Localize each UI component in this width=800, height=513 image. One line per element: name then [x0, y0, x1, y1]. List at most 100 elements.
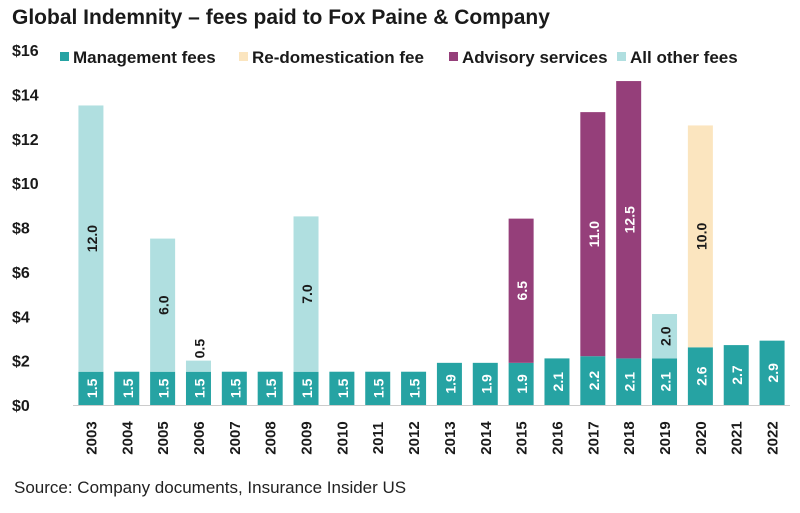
bar-value-label: 1.9: [442, 374, 458, 394]
bar-value-label: 1.5: [407, 378, 423, 398]
y-tick-label: $0: [12, 398, 30, 415]
bar-value-label: 1.9: [514, 374, 530, 394]
bar-value-label: 10.0: [693, 223, 709, 250]
bar-value-label: 2.7: [729, 365, 745, 385]
bar-segment-management-fees-2008: [257, 371, 283, 405]
x-tick-label-2013: 2013: [442, 421, 459, 454]
bar-value-label: 2.1: [622, 372, 638, 392]
bar-segment-management-fees-2019: [652, 358, 678, 405]
x-tick-label-2006: 2006: [191, 421, 208, 454]
x-tick-label-2007: 2007: [227, 421, 244, 454]
y-tick-label: $10: [12, 176, 39, 193]
y-tick-label: $14: [12, 87, 39, 104]
bar-value-label: 2.6: [693, 366, 709, 386]
bar-segment-all-other-fees-2005: [150, 238, 176, 372]
bar-value-label: 1.5: [120, 378, 136, 398]
x-tick-label-2003: 2003: [83, 421, 100, 454]
chart-title: Global Indemnity – fees paid to Fox Pain…: [12, 6, 550, 29]
bar-segment-management-fees-2009: [293, 371, 319, 405]
legend-label-all-other-fees: All other fees: [630, 48, 738, 67]
bar-value-label: 2.0: [658, 326, 674, 346]
bar-segment-management-fees-2015: [508, 362, 534, 405]
bar-value-label: 1.5: [299, 378, 315, 398]
bar-segment-all-other-fees-2006: [185, 360, 211, 372]
bar-segment-management-fees-2014: [472, 362, 498, 405]
bar-segment-management-fees-2010: [329, 371, 355, 405]
bar-segment-management-fees-2005: [150, 371, 176, 405]
bar-value-label: 0.5: [191, 339, 207, 359]
x-tick-label-2012: 2012: [406, 421, 423, 454]
bar-value-label: 1.5: [156, 378, 172, 398]
bar-value-label: 6.0: [156, 295, 172, 315]
y-tick-label: $16: [12, 43, 39, 60]
source-note: Source: Company documents, Insurance Ins…: [14, 478, 407, 497]
y-axis: $0 $2 $4 $6 $8 $10 $12 $14 $16: [12, 43, 39, 415]
x-tick-label-2021: 2021: [729, 421, 746, 454]
y-tick-label: $2: [12, 354, 30, 371]
bar-segment-all-other-fees-2003: [78, 105, 104, 372]
x-tick-label-2014: 2014: [478, 421, 495, 455]
bar-segment-management-fees-2017: [580, 356, 606, 405]
bar-segment-management-fees-2006: [185, 371, 211, 405]
legend: Management fees Re-domestication fee Advis…: [60, 48, 738, 67]
bar-value-label: 1.9: [478, 374, 494, 394]
bar-segment-management-fees-2013: [436, 362, 462, 405]
bar-segment-management-fees-2007: [221, 371, 247, 405]
x-tick-label-2019: 2019: [657, 421, 674, 454]
x-tick-label-2017: 2017: [585, 421, 602, 454]
bar-value-label: 12.0: [84, 225, 100, 252]
bar-segment-management-fees-2022: [759, 340, 785, 405]
legend-swatch-management-fees: [60, 52, 69, 61]
x-tick-label-2004: 2004: [119, 421, 136, 455]
bar-value-label: 11.0: [586, 221, 602, 248]
bar-segment-management-fees-2016: [544, 358, 570, 405]
x-tick-label-2010: 2010: [334, 421, 351, 454]
bar-segment-management-fees-2018: [616, 358, 642, 405]
bar-segment-management-fees-2003: [78, 371, 104, 405]
x-tick-label-2009: 2009: [299, 421, 316, 454]
x-tick-label-2020: 2020: [693, 421, 710, 454]
x-tick-label-2008: 2008: [263, 421, 280, 454]
y-tick-label: $12: [12, 132, 39, 149]
bar-segment-advisory-services-2018: [616, 81, 642, 359]
y-tick-label: $6: [12, 265, 30, 282]
legend-label-management-fees: Management fees: [73, 48, 216, 67]
bar-value-label: 1.5: [84, 378, 100, 398]
bar-segment-re-domestication-fee-2020: [687, 125, 713, 348]
bar-value-label: 1.5: [335, 378, 351, 398]
bar-value-label: 1.5: [191, 378, 207, 398]
bar-segment-advisory-services-2015: [508, 218, 534, 363]
y-tick-label: $4: [12, 309, 30, 326]
x-tick-label-2016: 2016: [549, 421, 566, 454]
bar-segment-management-fees-2020: [687, 347, 713, 405]
legend-swatch-re-domestication-fee: [239, 52, 248, 61]
bar-value-label: 1.5: [371, 378, 387, 398]
bar-segment-all-other-fees-2009: [293, 216, 319, 372]
x-tick-label-2011: 2011: [370, 422, 387, 455]
bar-value-label: 1.5: [263, 378, 279, 398]
x-tick-label-2018: 2018: [621, 421, 638, 454]
x-tick-label-2005: 2005: [155, 421, 172, 454]
bar-value-label: 2.2: [586, 371, 602, 391]
bar-value-label: 2.9: [765, 363, 781, 383]
bar-segment-advisory-services-2017: [580, 112, 606, 357]
bar-value-label: 1.5: [227, 378, 243, 398]
x-axis: 2003 2004 2005 2006 2007 2008 2009 2010 2011 2012…: [73, 405, 790, 455]
bar-value-label: 12.5: [622, 206, 638, 233]
bar-value-label: 6.5: [514, 281, 530, 301]
bar-segment-management-fees-2021: [723, 345, 749, 405]
legend-label-re-domestication-fee: Re-domestication fee: [252, 48, 424, 67]
bar-value-label: 2.1: [550, 372, 566, 392]
y-tick-label: $8: [12, 221, 30, 238]
bar-value-label: 2.1: [658, 372, 674, 392]
legend-label-advisory-services: Advisory services: [462, 48, 608, 67]
legend-swatch-advisory-services: [449, 52, 458, 61]
x-tick-label-2015: 2015: [514, 421, 531, 454]
x-tick-label-2022: 2022: [765, 421, 782, 454]
bar-segment-management-fees-2004: [114, 371, 140, 405]
bar-segment-management-fees-2012: [401, 371, 427, 405]
bar-value-label: 7.0: [299, 284, 315, 304]
bar-segment-management-fees-2011: [365, 371, 391, 405]
bars: 1.5 12.0 1.5 1.5 6.0 1.5 0.5 1.5 1.5 1.5 7.0 1.5 1.5…: [78, 81, 785, 405]
